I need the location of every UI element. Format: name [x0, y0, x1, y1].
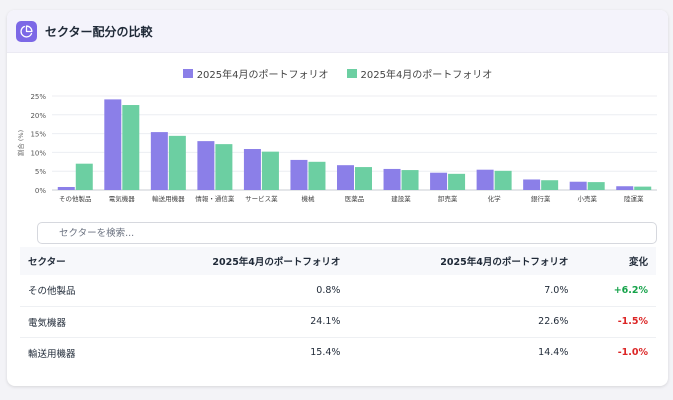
- y-tick-label: 0%: [35, 187, 46, 195]
- bar-series-2: [494, 170, 512, 190]
- col-header-portfolio-2[interactable]: 2025年4月のポートフォリオ: [440, 257, 569, 268]
- bar-series-1: [337, 165, 354, 190]
- table-row[interactable]: 輸送用機器 15.4% 14.4% -1.0%: [20, 337, 656, 368]
- cell-portfolio-1: 0.8%: [316, 284, 341, 296]
- cell-portfolio-2: 7.0%: [544, 284, 569, 296]
- bar-series-1: [383, 168, 401, 190]
- bar-series-2: [261, 151, 279, 190]
- cell-sector: 電気機器: [28, 317, 67, 329]
- legend-label-series-1: 2025年4月のポートフォリオ: [196, 70, 329, 81]
- bar-series-1: [150, 132, 168, 190]
- bar-series-1: [430, 172, 448, 190]
- x-tick-label: 電気機器: [109, 194, 136, 203]
- x-tick-label: 小売業: [577, 194, 597, 203]
- bar-series-1: [476, 169, 494, 190]
- x-tick-label: 医薬品: [345, 194, 365, 203]
- cell-sector: 輸送用機器: [28, 348, 76, 360]
- y-tick-label: 25%: [30, 93, 46, 101]
- x-tick-label: 陸運業: [624, 194, 644, 203]
- legend-swatch-series-1: [182, 69, 193, 78]
- sector-bar-chart: 0% 5% 10% 15% 20% 25% 割合 (%) その他製品 電気機器 輸送用機器 情報・通…: [16, 93, 657, 203]
- y-tick-label: 5%: [35, 168, 46, 176]
- table-header-row: セクター 2025年4月のポートフォリオ 2025年4月のポートフォリオ 変化: [20, 247, 656, 275]
- bar-series-1: [616, 186, 634, 190]
- table-row[interactable]: 電気機器 24.1% 22.6% -1.5%: [20, 306, 656, 337]
- cell-portfolio-2: 22.6%: [538, 316, 569, 327]
- sector-search-input[interactable]: [37, 222, 657, 244]
- bar-series-1: [57, 186, 75, 190]
- bar-series-2: [168, 135, 186, 190]
- bar-series-1: [104, 99, 122, 190]
- bar-series-2: [308, 161, 326, 190]
- chart-legend: 2025年4月のポートフォリオ 2025年4月のポートフォリオ: [7, 66, 668, 81]
- bar-series-1: [569, 181, 587, 190]
- legend-item-series-1[interactable]: 2025年4月のポートフォリオ: [182, 66, 329, 81]
- y-tick-label: 10%: [30, 149, 46, 157]
- legend-swatch-series-2: [346, 69, 357, 78]
- bar-series-2: [634, 186, 652, 190]
- cell-sector: その他製品: [28, 286, 76, 298]
- bar-series-2: [355, 167, 372, 190]
- card-title: セクター配分の比較: [45, 24, 153, 39]
- bar-series-2: [122, 105, 140, 190]
- bar-series-2: [75, 163, 93, 190]
- bar-series-2: [448, 173, 466, 190]
- table-row[interactable]: その他製品 0.8% 7.0% +6.2%: [20, 275, 656, 306]
- sector-comparison-card: セクター配分の比較 2025年4月のポートフォリオ 2025年4月のポートフォリ…: [7, 10, 668, 386]
- bar-series-1: [290, 159, 308, 190]
- x-tick-label: 情報・通信業: [195, 194, 235, 203]
- x-tick-label: 建設業: [391, 194, 411, 203]
- bar-series-2: [401, 170, 419, 190]
- y-axis-label: 割合 (%): [16, 130, 25, 156]
- bar-series-2: [215, 144, 233, 190]
- y-tick-label: 15%: [30, 131, 46, 139]
- x-tick-label: 卸売業: [438, 194, 458, 203]
- cell-change: +6.2%: [613, 284, 648, 296]
- x-tick-label: サービス業: [245, 194, 278, 203]
- y-tick-label: 20%: [30, 112, 46, 120]
- bar-series-1: [243, 149, 261, 190]
- col-header-portfolio-1[interactable]: 2025年4月のポートフォリオ: [212, 257, 341, 268]
- cell-portfolio-2: 14.4%: [538, 347, 569, 359]
- bar-series-2: [541, 180, 559, 190]
- legend-item-series-2[interactable]: 2025年4月のポートフォリオ: [346, 66, 493, 81]
- col-header-sector[interactable]: セクター: [28, 257, 66, 268]
- legend-label-series-2: 2025年4月のポートフォリオ: [360, 70, 493, 81]
- x-tick-label: 化学: [488, 194, 502, 203]
- cell-change: -1.5%: [617, 316, 648, 327]
- col-header-change[interactable]: 変化: [628, 257, 648, 268]
- cell-change: -1.0%: [617, 347, 648, 359]
- bar-series-1: [197, 141, 215, 190]
- bar-series-2: [587, 182, 605, 190]
- bar-series-1: [523, 179, 541, 190]
- x-tick-label: 輸送用機器: [152, 194, 185, 203]
- x-tick-label: 機械: [301, 194, 315, 203]
- x-tick-label: 銀行業: [531, 194, 551, 203]
- x-tick-label: その他製品: [59, 194, 92, 203]
- sector-table: セクター 2025年4月のポートフォリオ 2025年4月のポートフォリオ 変化 …: [20, 247, 656, 368]
- pie-chart-icon: [16, 20, 37, 42]
- cell-portfolio-1: 15.4%: [310, 347, 341, 359]
- cell-portfolio-1: 24.1%: [310, 316, 341, 327]
- card-header: セクター配分の比較: [7, 10, 668, 53]
